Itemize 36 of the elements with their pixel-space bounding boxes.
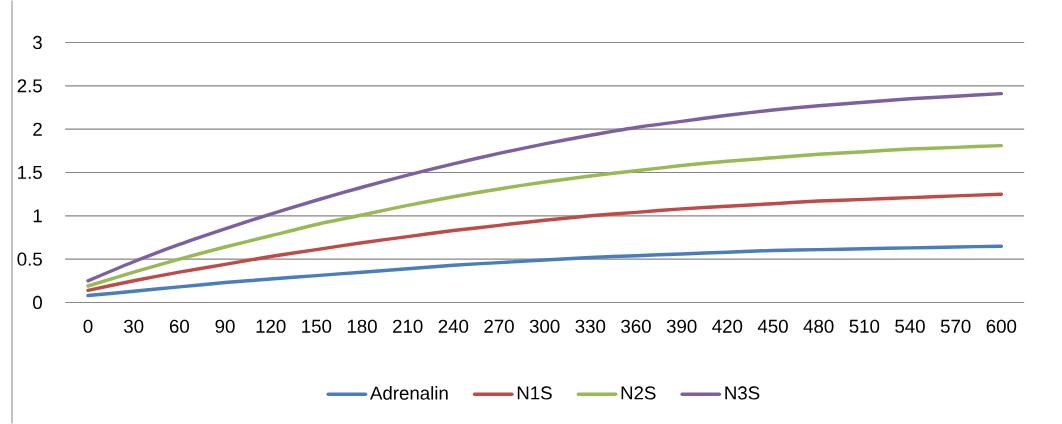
x-tick-label: 270 bbox=[484, 319, 514, 333]
line-series bbox=[86, 91, 1004, 283]
legend-label: N2S bbox=[621, 386, 656, 400]
x-tick-label: 480 bbox=[803, 319, 834, 333]
x-tick-label: 600 bbox=[986, 319, 1017, 333]
y-tick-label: 0.5 bbox=[17, 252, 42, 266]
y-tick-label: 1 bbox=[33, 209, 42, 223]
x-tick-label: 540 bbox=[895, 319, 925, 333]
x-tick-label: 360 bbox=[621, 319, 651, 333]
x-tick-label: 90 bbox=[215, 319, 235, 333]
legend-label: Adrenalin bbox=[370, 386, 448, 400]
x-tick-label: 510 bbox=[849, 319, 880, 333]
x-tick-label: 390 bbox=[666, 319, 697, 333]
x-tick-label: 570 bbox=[940, 319, 971, 333]
x-tick-label: 180 bbox=[347, 319, 377, 333]
line-series bbox=[86, 244, 1004, 298]
x-tick-label: 240 bbox=[438, 319, 469, 333]
y-tick-label: 2.5 bbox=[17, 79, 42, 93]
x-tick-label: 450 bbox=[757, 319, 788, 333]
x-tick-label: 330 bbox=[575, 319, 606, 333]
x-tick-label: 210 bbox=[393, 319, 423, 333]
legend-label: N3S bbox=[725, 386, 760, 400]
legend-label: N1S bbox=[517, 386, 552, 400]
line-series bbox=[86, 143, 1004, 288]
x-tick-label: 60 bbox=[169, 319, 190, 333]
x-tick-label: 0 bbox=[83, 319, 93, 333]
x-tick-label: 420 bbox=[712, 319, 743, 333]
line-series bbox=[86, 192, 1004, 293]
y-tick-label: 3 bbox=[33, 35, 42, 50]
y-tick-label: 2 bbox=[33, 122, 42, 136]
x-tick-label: 150 bbox=[302, 319, 332, 333]
y-tick-label: 1.5 bbox=[18, 165, 42, 180]
x-tick-label: 30 bbox=[124, 319, 144, 333]
y-tick-label: 0 bbox=[33, 295, 42, 310]
x-tick-label: 120 bbox=[256, 319, 286, 333]
x-tick-label: 300 bbox=[529, 319, 560, 333]
